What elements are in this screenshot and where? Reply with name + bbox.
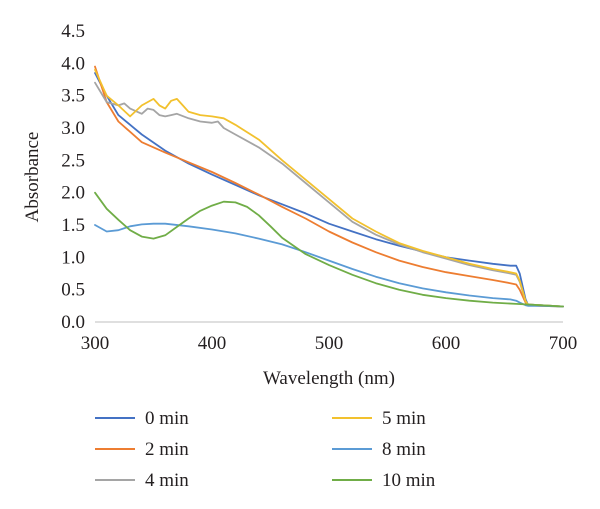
y-tick-label: 3.5 [61,86,85,107]
series-line-0-min [94,72,564,308]
legend-label: 2 min [145,439,189,460]
x-tick-label: 600 [432,333,461,354]
legend-label: 10 min [382,470,436,491]
x-tick-label: 300 [81,333,110,354]
series-line-5-min [94,68,564,308]
y-tick-label: 1.0 [61,247,85,268]
y-tick-label: 4.0 [61,53,85,74]
x-tick-label: 400 [198,333,227,354]
legend: 0 min 2 min 4 min 5 min 8 min 10 min [95,408,436,491]
y-axis-title: Absorbance [22,132,43,223]
series-line-8-min [94,222,564,308]
x-tick-label: 700 [549,333,578,354]
series-line-10-min [94,191,564,308]
y-tick-label: 1.5 [61,215,85,236]
x-axis-title: Wavelength (nm) [263,368,395,389]
y-tick-label: 3.0 [61,118,85,139]
legend-label: 0 min [145,408,189,429]
x-tick-label: 500 [315,333,344,354]
y-tick-label: 2.5 [61,150,85,171]
series-line-4-min [94,81,564,308]
y-tick-label: 0.0 [61,312,85,333]
legend-label: 8 min [382,439,426,460]
y-tick-label: 4.5 [61,21,85,42]
y-axis: 0.0 0.5 1.0 1.5 2.0 2.5 3.0 3.5 4.0 4.5 [61,21,85,333]
y-tick-label: 0.5 [61,280,85,301]
x-axis: 300 400 500 600 700 [81,333,578,354]
series-line-2-min [94,65,564,308]
legend-label: 5 min [382,408,426,429]
y-tick-label: 2.0 [61,183,85,204]
series-lines [94,65,564,308]
legend-label: 4 min [145,470,189,491]
